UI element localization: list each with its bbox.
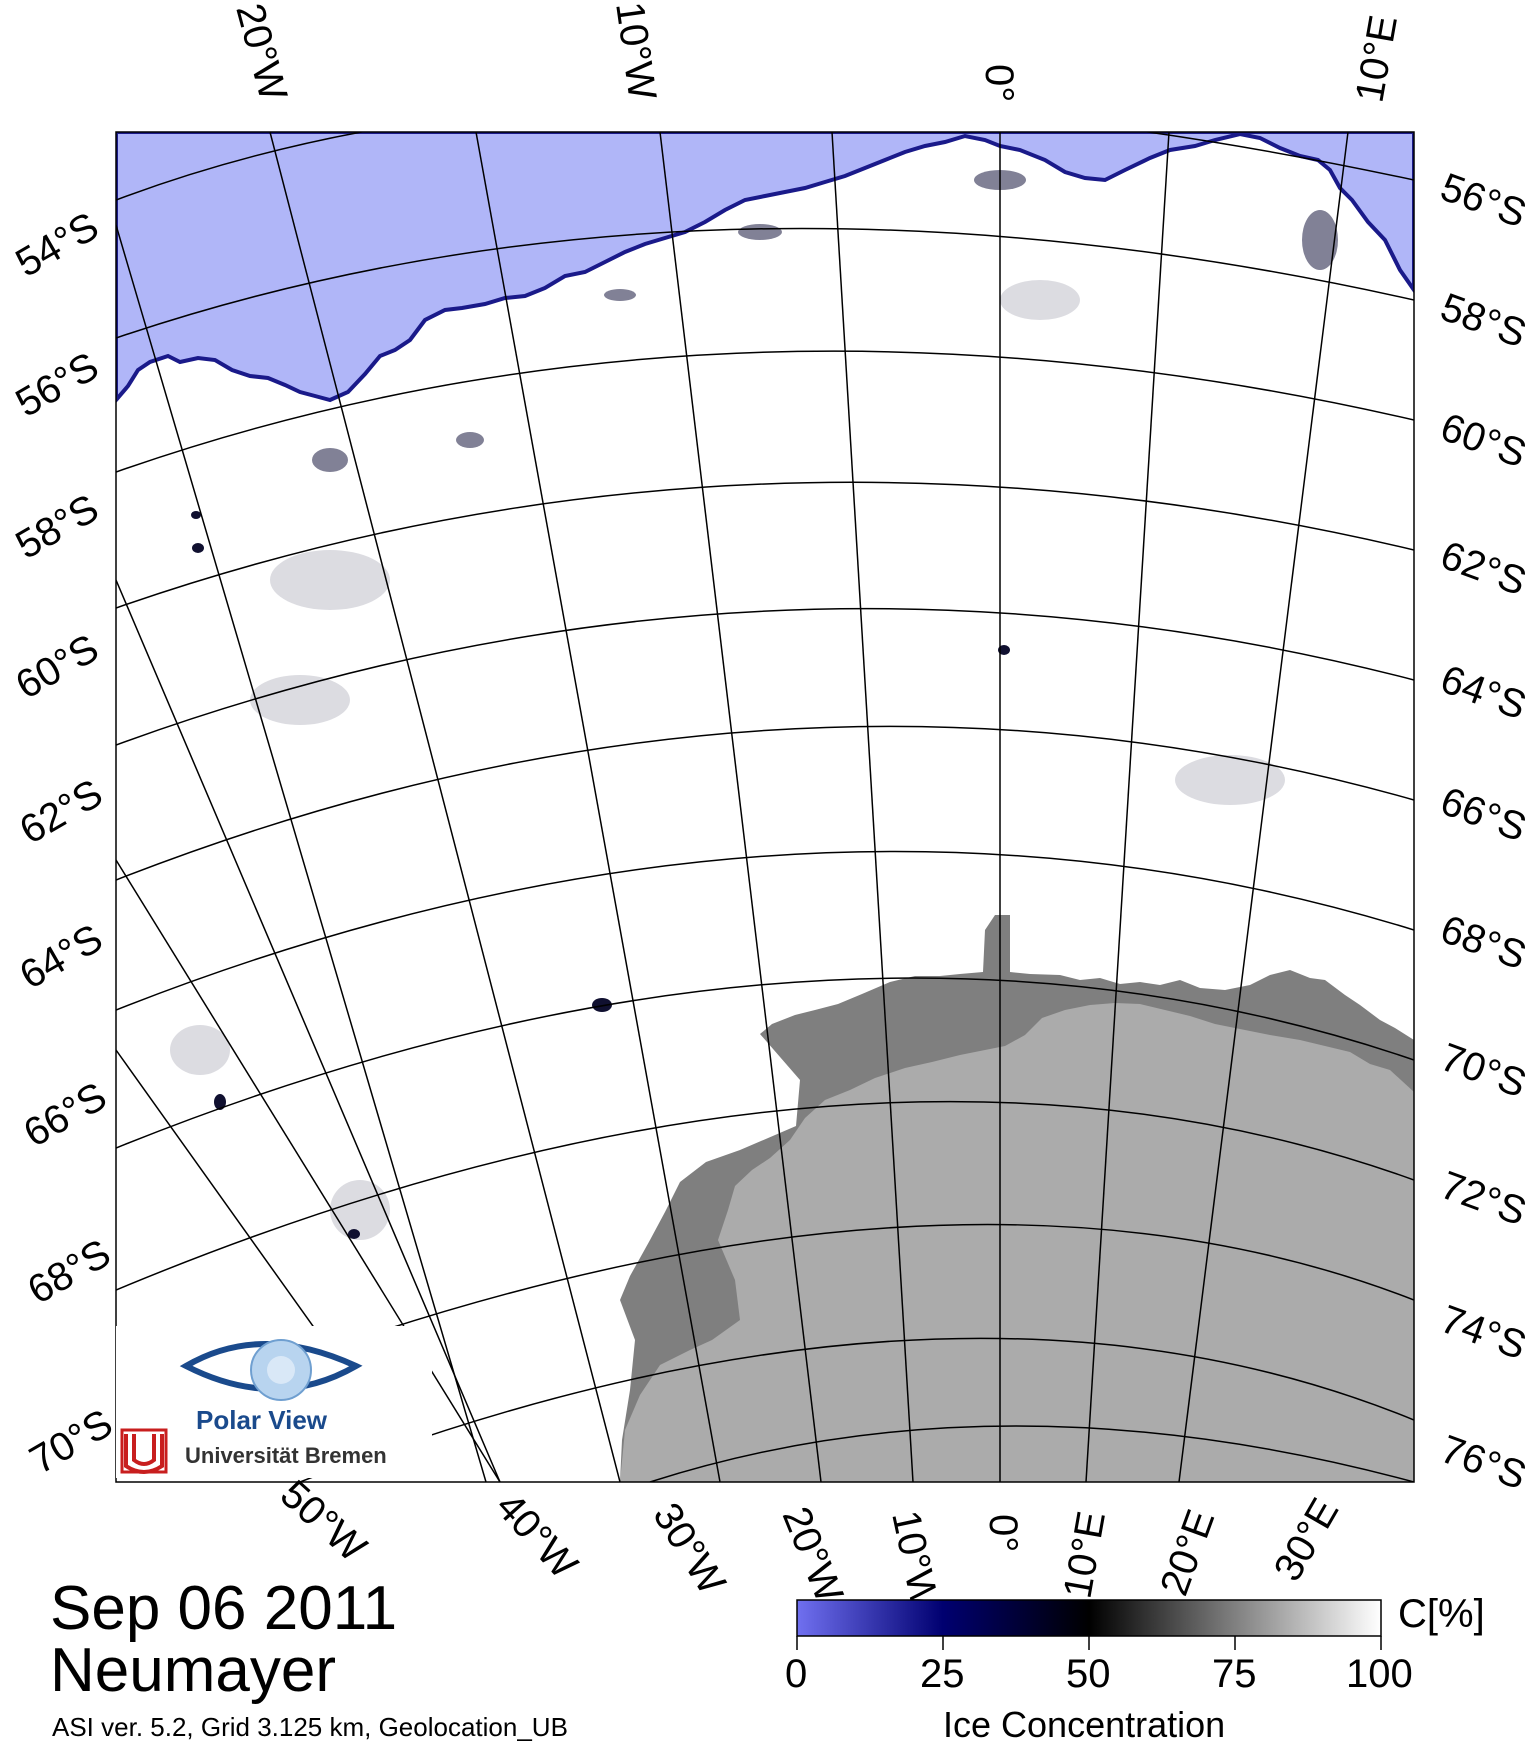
map-date: Sep 06 2011 (50, 1574, 398, 1643)
lat-label-left: 58°S (9, 486, 106, 568)
logo-university: Universität Bremen (185, 1443, 387, 1468)
logo-title: Polar View (196, 1405, 328, 1435)
eye-icon (120, 1339, 363, 1474)
antarctica-land (620, 1003, 1414, 1482)
left-latitude-labels: 54°S 56°S 58°S 60°S 62°S 64°S 66°S 68°S … (9, 204, 120, 1483)
ice-texture (170, 280, 1285, 1240)
lat-label-left: 64°S (13, 916, 110, 998)
lon-label-bottom: 30°E (1266, 1491, 1348, 1588)
lon-label-top: 20°W (227, 0, 295, 105)
lat-label-right: 58°S (1435, 285, 1532, 356)
lon-label-bottom: 0° (981, 1514, 1025, 1552)
lon-label-bottom: 30°W (644, 1495, 734, 1602)
lon-label-top: 10°W (607, 0, 664, 103)
lon-label-bottom: 10°W (883, 1507, 947, 1612)
lat-label-left: 68°S (21, 1231, 118, 1313)
colorbar-title: Ice Concentration (943, 1704, 1226, 1745)
lat-label-left: 62°S (13, 771, 110, 853)
lat-label-right: 74°S (1435, 1297, 1532, 1368)
ice-edge-fringe (312, 170, 1338, 472)
lat-label-left: 70°S (23, 1401, 120, 1483)
top-longitude-labels: 20°W 10°W 0° 10°E (227, 0, 1406, 106)
colorbar-tick-label: 25 (920, 1652, 965, 1696)
lat-label-right: 70°S (1435, 1035, 1532, 1106)
lon-label-bottom: 50°W (272, 1472, 375, 1571)
colorbar-tick-label: 50 (1066, 1652, 1111, 1696)
lat-label-right: 72°S (1435, 1163, 1532, 1234)
polar-view-logo: Polar View Universität Bremen (116, 1326, 432, 1478)
lat-label-right: 62°S (1435, 533, 1532, 604)
lat-label-right: 56°S (1435, 165, 1532, 236)
lon-label-bottom: 20°W (774, 1501, 852, 1609)
right-latitude-labels: 56°S 58°S 60°S 62°S 64°S 66°S 68°S 70°S … (1435, 165, 1532, 1498)
colorbar-tick-label: 0 (785, 1652, 808, 1696)
lat-label-right: 60°S (1435, 405, 1532, 476)
bottom-longitude-labels: 50°W 40°W 30°W 20°W 10°W 0° 10°E 20°E 30… (272, 1472, 1347, 1612)
colorbar-unit: C[%] (1398, 1592, 1485, 1636)
colorbar-ticks (796, 1636, 1382, 1650)
lon-label-bottom: 40°W (487, 1485, 586, 1588)
polynya-spots (191, 511, 1010, 1239)
product-info: ASI ver. 5.2, Grid 3.125 km, Geolocation… (52, 1712, 568, 1742)
lat-label-right: 68°S (1435, 907, 1532, 978)
lat-label-left: 56°S (9, 344, 106, 426)
lat-label-right: 64°S (1435, 657, 1532, 728)
university-emblem-icon (120, 1428, 168, 1474)
lat-label-right: 66°S (1435, 779, 1532, 850)
lon-label-bottom: 10°E (1056, 1508, 1114, 1601)
station-name: Neumayer (50, 1636, 336, 1705)
open-water-area (116, 132, 1414, 404)
map-frame (115, 131, 1415, 1483)
lon-label-top: 10°E (1348, 12, 1406, 105)
lat-label-left: 66°S (17, 1074, 114, 1156)
lat-label-right: 76°S (1435, 1427, 1532, 1498)
colorbar-tick-label: 100 (1346, 1652, 1413, 1696)
lat-label-left: 60°S (9, 626, 106, 708)
colorbar (796, 1599, 1382, 1637)
colorbar-tick-label: 75 (1212, 1652, 1257, 1696)
lon-label-top: 0° (977, 64, 1021, 102)
lat-label-left: 54°S (9, 204, 106, 286)
lon-label-bottom: 20°E (1152, 1504, 1223, 1601)
